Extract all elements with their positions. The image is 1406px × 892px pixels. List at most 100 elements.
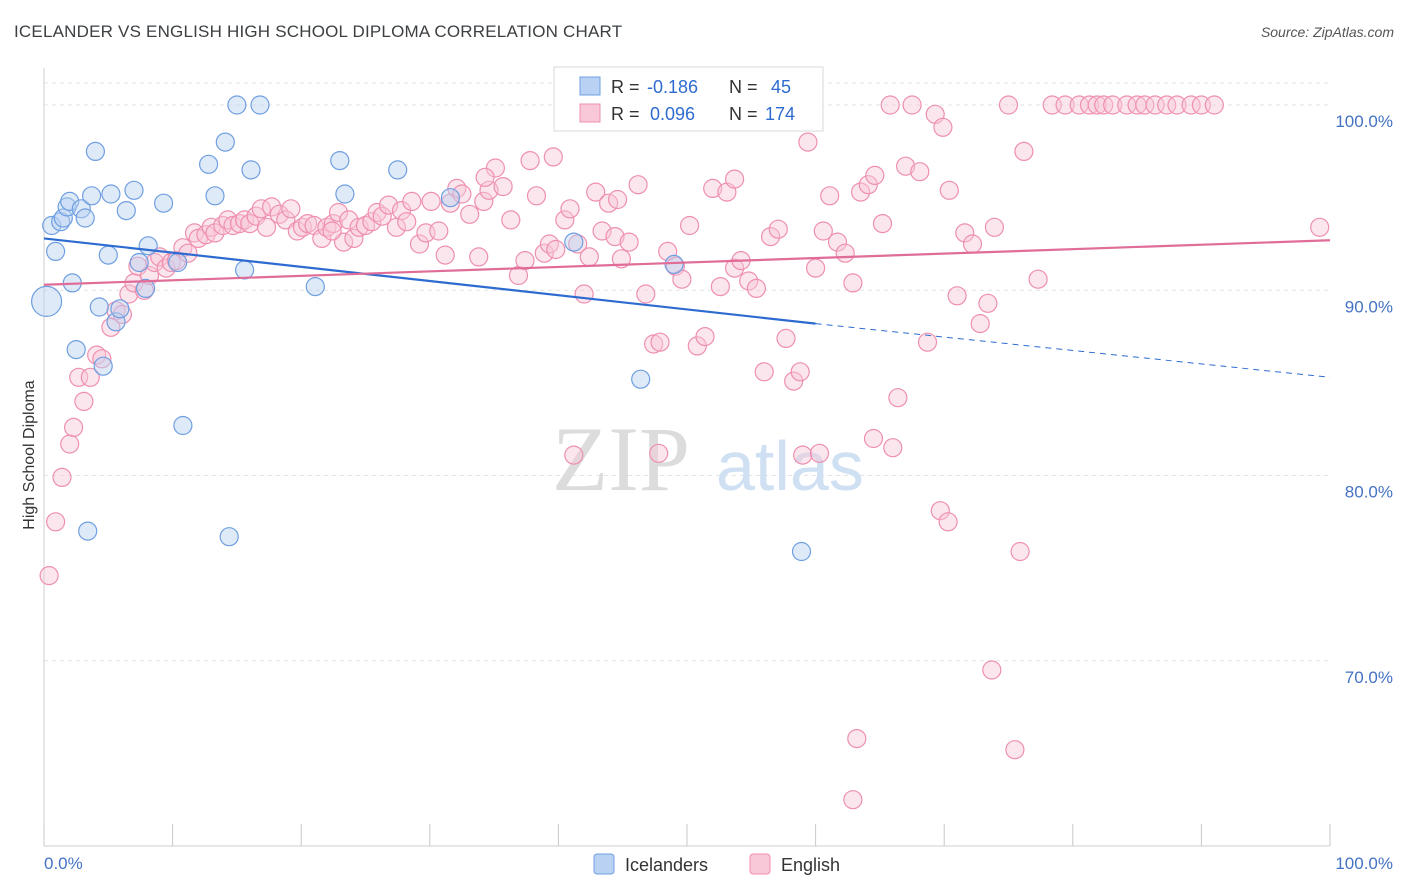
english-point [493,177,513,197]
icelanders-point [791,541,812,562]
english-point [955,223,975,243]
english-point [798,132,818,152]
watermark-atlas: atlas [716,427,864,505]
english-point [555,210,575,230]
english-point [235,210,255,230]
trend-lines [43,237,1331,378]
english-point [429,221,449,241]
english-point [409,234,430,254]
english-point [312,228,332,248]
english-point [328,202,349,223]
icelanders-points [30,95,812,562]
english-point [746,278,767,298]
english-point [1135,95,1155,115]
icelanders-point [250,95,270,115]
english-point [543,147,563,167]
english-point [402,191,422,211]
english-point [1028,269,1048,289]
english-point [619,232,639,252]
english-point [560,199,580,219]
english-point [469,247,489,267]
english-point [847,728,867,749]
english-point [939,180,959,200]
icelanders-point [53,208,73,228]
english-point [579,247,599,267]
icelanders-point [60,191,80,211]
english-point [1145,95,1165,115]
bottom-legend-icelanders-swatch [593,853,615,875]
english-point [679,215,700,236]
english-point [813,221,833,241]
english-point [574,284,594,304]
english-point [724,258,745,278]
icelanders-point [93,356,113,376]
english-point [724,169,745,189]
english-point [938,512,958,532]
english-point [863,428,884,449]
english-point [586,182,606,202]
english-point [636,284,656,304]
icelanders-point [330,151,350,171]
english-point [865,165,885,185]
icelanders-point [101,184,121,204]
icelanders-point [173,415,193,436]
icelanders-point [154,193,174,213]
english-point [998,95,1019,115]
english-point [947,286,967,306]
english-point [218,210,238,230]
english-point [534,243,554,263]
icelanders-point [71,199,91,219]
english-point [1014,141,1034,161]
english-point [45,512,66,532]
english-point [643,334,664,354]
english-point [809,443,830,463]
english-point [1055,95,1075,115]
english-point [205,223,225,243]
english-point [474,191,494,211]
y-axis-label: High School Diploma [21,380,38,530]
icelanders-point [110,299,130,319]
icelanders-point [168,252,188,273]
english-point [80,367,100,387]
english-point [607,189,628,210]
english-point [820,186,840,206]
icelanders-point [66,340,86,360]
english-point [229,214,250,234]
english-point [367,202,387,223]
english-point [611,249,632,269]
icelanders-point [138,236,158,256]
english-point [1204,95,1224,115]
icelanders-point [305,277,325,297]
english-point [984,217,1005,237]
english-point [145,252,165,273]
y-tick-label-90: 90.0% [1345,297,1393,316]
watermark-zip: ZIP [552,408,690,510]
english-point [1010,541,1030,562]
english-point [930,501,950,521]
watermark: ZIP atlas [552,408,864,510]
english-point [323,214,343,234]
english-point [970,314,990,334]
english-point [1181,95,1201,115]
english-point [262,197,282,217]
english-point [739,271,759,291]
english-point [835,243,855,263]
english-point [776,328,796,348]
bottom-legend-english-swatch [749,853,771,875]
icelanders-point [205,186,225,206]
icelanders-point [98,245,118,265]
english-point [895,156,916,176]
english-point [421,191,441,211]
english-point [69,367,89,387]
english-point [784,371,804,391]
bottom-legend-icelanders-label: Icelanders [625,855,708,875]
english-point [52,467,72,487]
icelanders-point [199,154,219,174]
english-point [520,151,540,171]
english-r-value: 0.096 [650,104,695,124]
bottom-legend-english-label: English [781,855,840,875]
y-tick-label-70: 70.0% [1345,668,1393,687]
english-point [223,215,243,236]
english-point [298,214,318,234]
